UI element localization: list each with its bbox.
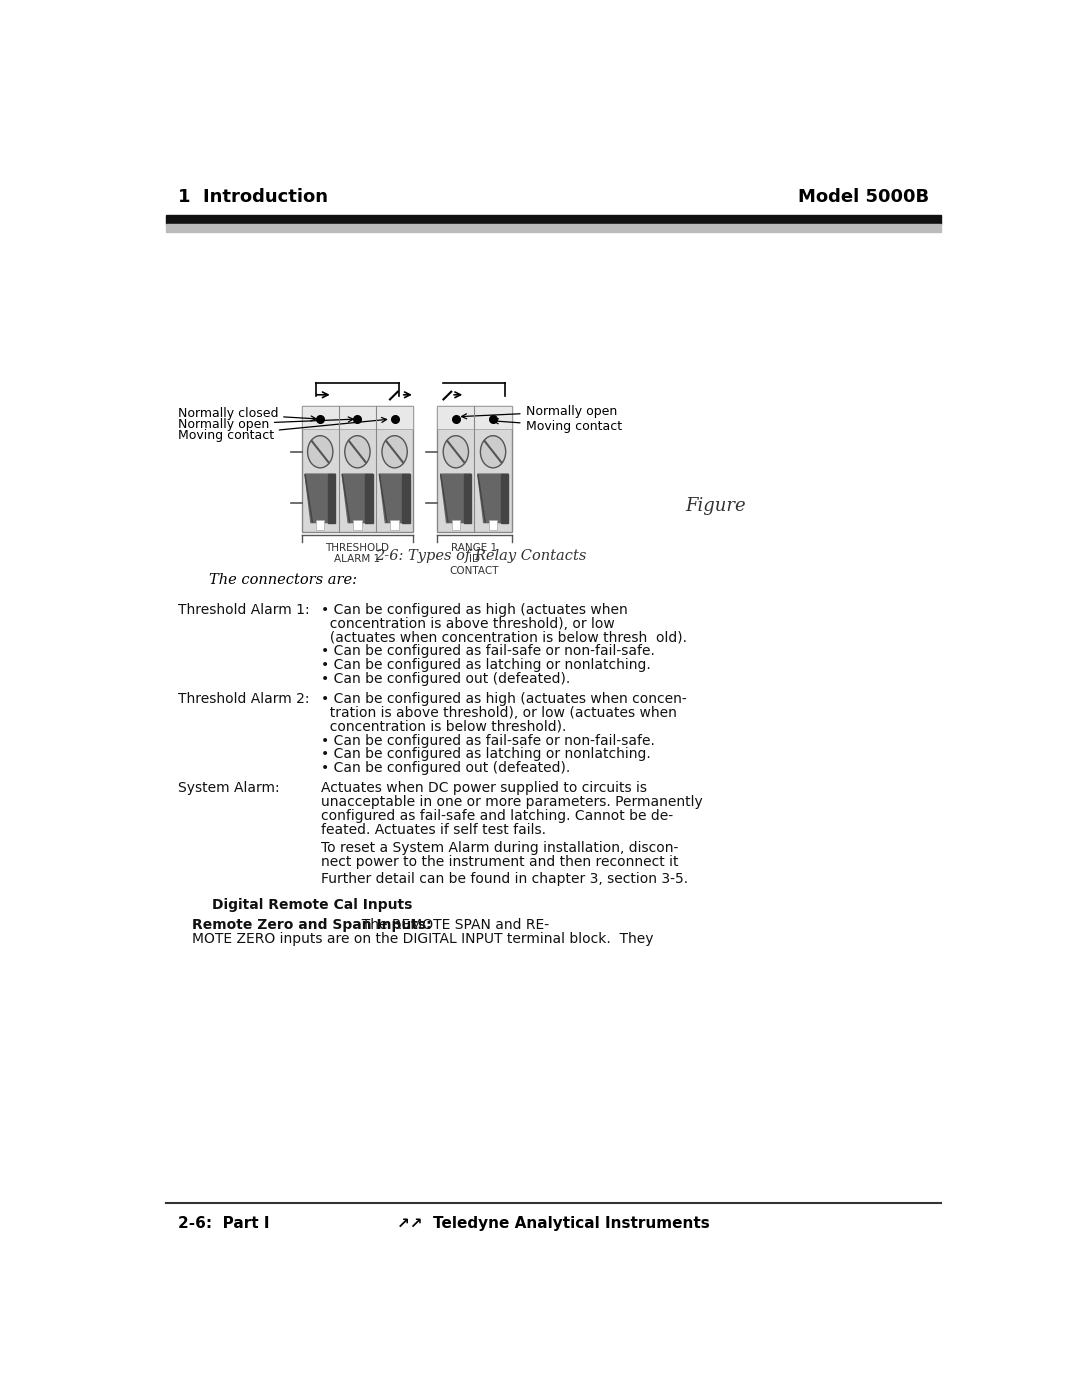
Polygon shape <box>403 474 410 522</box>
Text: • Can be configured as fail-safe or non-fail-safe.: • Can be configured as fail-safe or non-… <box>321 733 654 747</box>
Text: System Alarm:: System Alarm: <box>177 781 280 795</box>
Text: configured as fail-safe and latching. Cannot be de-: configured as fail-safe and latching. Ca… <box>321 809 673 823</box>
Text: • Can be configured as latching or nonlatching.: • Can be configured as latching or nonla… <box>321 747 651 761</box>
Text: Model 5000B: Model 5000B <box>798 189 930 205</box>
Bar <box>391 520 399 531</box>
Bar <box>489 520 497 531</box>
Text: Threshold Alarm 2:: Threshold Alarm 2: <box>177 692 309 705</box>
Ellipse shape <box>481 436 505 468</box>
Text: concentration is above threshold), or low: concentration is above threshold), or lo… <box>321 616 615 630</box>
Polygon shape <box>305 474 312 522</box>
Text: nect power to the instrument and then reconnect it: nect power to the instrument and then re… <box>321 855 678 869</box>
Bar <box>451 520 460 531</box>
Polygon shape <box>328 474 336 522</box>
Text: • Can be configured as fail-safe or non-fail-safe.: • Can be configured as fail-safe or non-… <box>321 644 654 658</box>
Polygon shape <box>441 474 471 522</box>
Text: Actuates when DC power supplied to circuits is: Actuates when DC power supplied to circu… <box>321 781 647 795</box>
Ellipse shape <box>443 436 469 468</box>
Polygon shape <box>379 474 387 522</box>
Polygon shape <box>305 474 336 522</box>
Text: • Can be configured as high (actuates when: • Can be configured as high (actuates wh… <box>321 602 627 616</box>
Bar <box>437 407 512 532</box>
Text: Normally open: Normally open <box>461 405 617 419</box>
Polygon shape <box>365 474 373 522</box>
Polygon shape <box>477 474 509 522</box>
Polygon shape <box>463 474 471 522</box>
Text: • Can be configured out (defeated).: • Can be configured out (defeated). <box>321 761 570 775</box>
Polygon shape <box>342 474 373 522</box>
Text: Normally open: Normally open <box>177 416 353 430</box>
Polygon shape <box>441 474 448 522</box>
Text: 2-6:  Part I: 2-6: Part I <box>177 1217 269 1231</box>
Ellipse shape <box>345 436 370 468</box>
Bar <box>301 407 414 532</box>
Text: 1  Introduction: 1 Introduction <box>177 189 327 205</box>
Text: • Can be configured out (defeated).: • Can be configured out (defeated). <box>321 672 570 686</box>
Polygon shape <box>379 474 410 522</box>
Text: tration is above threshold), or low (actuates when: tration is above threshold), or low (act… <box>321 705 677 719</box>
Text: Remote Zero and Span Inputs:: Remote Zero and Span Inputs: <box>191 918 431 932</box>
Text: concentration is below threshold).: concentration is below threshold). <box>321 719 566 733</box>
Text: Threshold Alarm 1:: Threshold Alarm 1: <box>177 602 309 616</box>
Text: Moving contact: Moving contact <box>494 419 622 433</box>
Text: Digital Remote Cal Inputs: Digital Remote Cal Inputs <box>213 898 413 912</box>
Bar <box>166 224 941 232</box>
Polygon shape <box>342 474 350 522</box>
Text: Figure: Figure <box>685 497 746 515</box>
Text: ↗↗  Teledyne Analytical Instruments: ↗↗ Teledyne Analytical Instruments <box>397 1217 710 1231</box>
Text: (actuates when concentration is below thresh  old).: (actuates when concentration is below th… <box>321 630 687 644</box>
Ellipse shape <box>308 436 333 468</box>
Bar <box>301 407 414 429</box>
Text: • Can be configured as high (actuates when concen-: • Can be configured as high (actuates wh… <box>321 692 687 705</box>
Bar <box>353 520 362 531</box>
Bar <box>316 520 324 531</box>
Text: RANGE 1
ID
CONTACT: RANGE 1 ID CONTACT <box>449 542 499 576</box>
Bar <box>437 407 512 429</box>
Text: Further detail can be found in chapter 3, section 3-5.: Further detail can be found in chapter 3… <box>321 872 688 886</box>
Text: The connectors are:: The connectors are: <box>208 573 356 587</box>
Bar <box>166 215 941 224</box>
Polygon shape <box>477 474 485 522</box>
Polygon shape <box>501 474 509 522</box>
Text: Normally closed: Normally closed <box>177 407 316 420</box>
Text: unacceptable in one or more parameters. Permanently: unacceptable in one or more parameters. … <box>321 795 703 809</box>
Text: MOTE ZERO inputs are on the DIGITAL INPUT terminal block.  They: MOTE ZERO inputs are on the DIGITAL INPU… <box>191 932 653 946</box>
Text: feated. Actuates if self test fails.: feated. Actuates if self test fails. <box>321 823 546 837</box>
Text: To reset a System Alarm during installation, discon-: To reset a System Alarm during installat… <box>321 841 678 855</box>
Ellipse shape <box>382 436 407 468</box>
Text: • Can be configured as latching or nonlatching.: • Can be configured as latching or nonla… <box>321 658 651 672</box>
Text: Moving contact: Moving contact <box>177 418 387 441</box>
Text: The REMOTE SPAN and RE-: The REMOTE SPAN and RE- <box>353 918 549 932</box>
Text: 2-6: Types of Relay Contacts: 2-6: Types of Relay Contacts <box>375 549 586 563</box>
Text: THRESHOLD
ALARM 1: THRESHOLD ALARM 1 <box>325 542 390 564</box>
